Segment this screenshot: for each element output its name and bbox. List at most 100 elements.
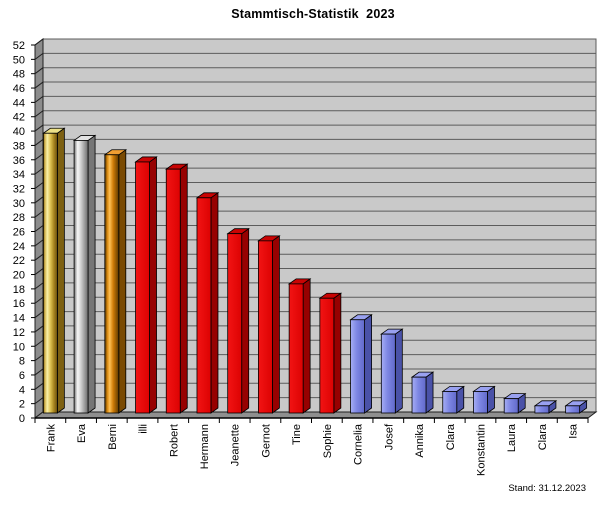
bar-Jeanette <box>226 227 250 414</box>
bar-front-face <box>104 154 120 414</box>
bar-front-face <box>565 405 581 414</box>
bar-side-face <box>272 235 280 414</box>
wall-tick <box>34 167 44 175</box>
y-tick-label: 18 <box>13 284 25 296</box>
bar-side-face <box>179 163 188 414</box>
bar-illi <box>134 156 158 414</box>
y-tick-label: 34 <box>13 169 25 181</box>
x-category-label: Cornelia <box>353 423 365 465</box>
bar-front-face <box>350 319 365 414</box>
y-tick-label: 40 <box>13 126 25 138</box>
wall-tick <box>34 153 44 161</box>
y-tick-label: 24 <box>13 241 25 253</box>
x-category-label: Clara <box>537 423 549 450</box>
bar-front-face <box>442 391 458 414</box>
bar-front-face <box>473 391 488 414</box>
bar-Berni <box>103 148 128 414</box>
wall-tick <box>34 67 44 75</box>
y-tick-label: 28 <box>13 212 25 224</box>
y-tick-label: 44 <box>13 97 25 109</box>
bar-front-face <box>380 333 396 414</box>
bar-front-face <box>165 168 181 414</box>
bar-Isa <box>564 400 588 414</box>
bar-Hermann <box>195 192 220 414</box>
bar-Konstantin <box>472 385 496 414</box>
bar-side-face <box>333 292 342 414</box>
bar-Clara <box>441 385 465 414</box>
x-category-label: Frank <box>45 424 57 453</box>
wall-tick <box>34 282 44 290</box>
bar-front-face <box>135 161 150 414</box>
y-tick-label: 20 <box>13 270 25 282</box>
x-category-label: Hermann <box>199 424 211 469</box>
bar-side-face <box>394 328 403 414</box>
x-category-label: Annika <box>414 423 426 458</box>
wall-tick <box>34 339 44 347</box>
x-category-label: Clara <box>445 423 457 450</box>
y-tick-label: 48 <box>13 69 25 81</box>
bar-Tine <box>287 278 312 414</box>
y-tick-label: 50 <box>13 54 25 66</box>
x-category-label: Berni <box>107 424 119 450</box>
wall-tick <box>34 397 44 405</box>
y-tick-label: 52 <box>13 40 25 52</box>
bar-Frank <box>42 127 66 414</box>
y-tick-label: 30 <box>13 198 25 210</box>
wall-tick <box>34 52 44 60</box>
bar-side-face <box>210 192 219 414</box>
x-category-label: Eva <box>76 423 88 443</box>
y-tick-label: 10 <box>13 341 25 353</box>
wall-tick <box>34 124 44 132</box>
x-category-label: Laura <box>506 423 518 452</box>
bar-front-face <box>319 297 335 414</box>
bar-side-face <box>425 371 434 414</box>
bar-front-face <box>534 405 550 414</box>
wall-tick <box>34 325 44 333</box>
x-category-label: illi <box>138 424 150 434</box>
wall-tick <box>34 225 44 232</box>
x-category-label: Josef <box>383 423 395 450</box>
wall-tick <box>34 382 44 390</box>
y-tick-label: 22 <box>13 255 25 267</box>
wall-tick <box>34 196 44 204</box>
y-tick-label: 12 <box>13 327 25 339</box>
x-category-label: Gernot <box>260 424 272 458</box>
bar-Josef <box>380 328 404 414</box>
bar-side-face <box>302 278 311 414</box>
bar-front-face <box>196 197 212 414</box>
x-category-label: Robert <box>168 424 180 457</box>
bar-side-face <box>364 313 372 414</box>
wall-tick <box>34 239 44 247</box>
bar-side-face <box>87 134 96 414</box>
bar-Clara <box>533 400 558 414</box>
chart-title: Stammtisch-Statistik 2023 <box>231 7 395 21</box>
y-tick-label: 26 <box>13 227 25 239</box>
wall-tick <box>34 95 44 103</box>
y-tick-label: 14 <box>13 313 25 325</box>
bar-Robert <box>165 163 189 414</box>
wall-tick <box>34 268 44 275</box>
wall-tick <box>34 139 44 146</box>
bar-side-face <box>118 148 127 414</box>
wall-tick <box>34 354 44 362</box>
bar-Laura <box>502 392 527 414</box>
x-category-label: Tine <box>291 424 303 445</box>
wall-tick <box>34 38 44 46</box>
y-tick-label: 36 <box>13 155 25 167</box>
wall-tick <box>34 253 44 261</box>
bar-Cornelia <box>349 313 373 414</box>
wall-tick <box>34 110 44 118</box>
y-tick-label: 4 <box>19 384 25 396</box>
y-tick-label: 38 <box>13 140 25 152</box>
y-tick-label: 8 <box>19 356 25 368</box>
x-category-label: Jeanette <box>230 424 242 466</box>
wall-tick <box>34 182 44 189</box>
wall-tick <box>34 368 44 376</box>
bar-Eva <box>72 134 97 414</box>
bar-front-face <box>503 398 519 414</box>
x-category-label: Isa <box>568 423 580 439</box>
y-tick-label: 16 <box>13 298 25 310</box>
bar-side-face <box>241 227 250 414</box>
